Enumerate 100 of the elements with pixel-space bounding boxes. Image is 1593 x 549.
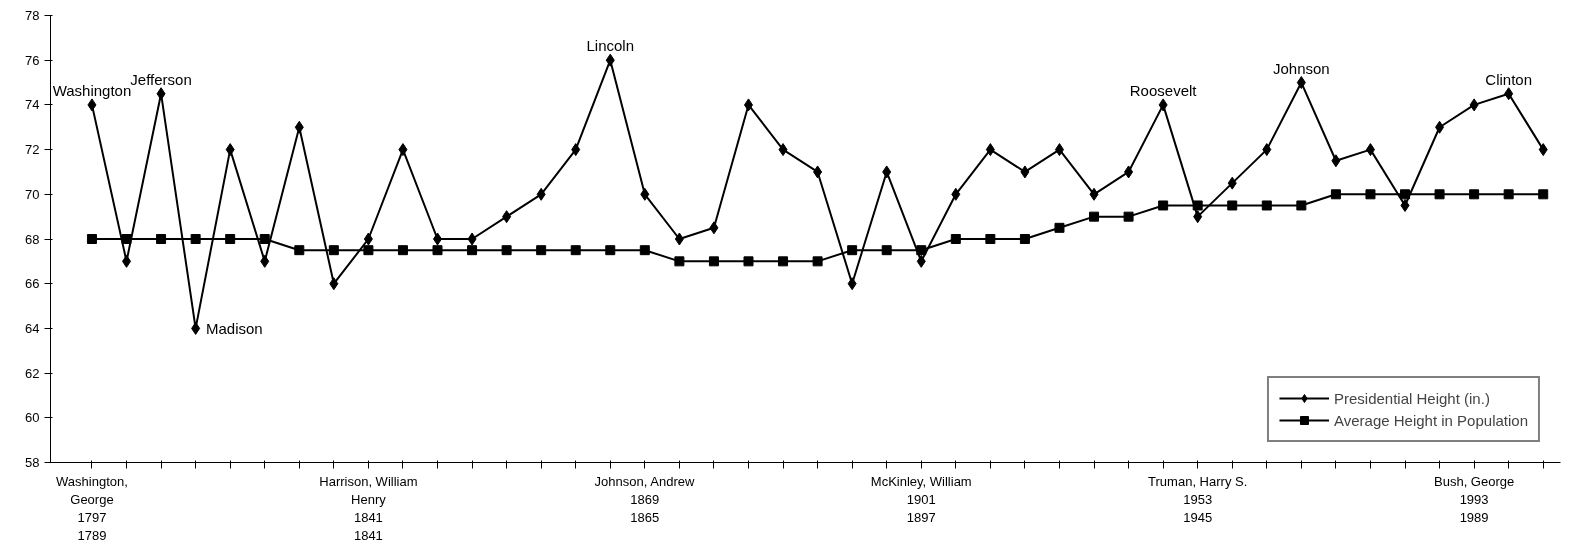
point bbox=[501, 245, 512, 256]
point bbox=[1435, 120, 1445, 134]
point bbox=[1538, 143, 1548, 157]
x-tick-label: Bush, George 1993 1989 bbox=[1434, 473, 1515, 525]
y-tick-label: 60 bbox=[25, 410, 40, 426]
point bbox=[1400, 198, 1410, 212]
point bbox=[1123, 211, 1134, 222]
point bbox=[778, 256, 789, 267]
point bbox=[1400, 189, 1411, 200]
point bbox=[674, 256, 685, 267]
point bbox=[363, 232, 373, 246]
point bbox=[432, 245, 443, 256]
point bbox=[1330, 189, 1341, 200]
point bbox=[1227, 200, 1238, 211]
point bbox=[1262, 143, 1272, 157]
point bbox=[1158, 200, 1169, 211]
point bbox=[87, 98, 97, 112]
point bbox=[571, 143, 581, 157]
point bbox=[882, 165, 892, 179]
point bbox=[86, 234, 97, 244]
point bbox=[605, 53, 615, 67]
point bbox=[743, 98, 753, 112]
point bbox=[398, 143, 408, 157]
point bbox=[743, 256, 754, 267]
point bbox=[536, 187, 546, 201]
point bbox=[1089, 187, 1099, 201]
point bbox=[674, 232, 684, 246]
point bbox=[1469, 98, 1479, 112]
point bbox=[1227, 176, 1237, 190]
point bbox=[847, 277, 857, 291]
y-tick-label: 62 bbox=[25, 365, 40, 381]
point bbox=[467, 245, 478, 256]
x-tick-label: Johnson, Andrew 1869 1865 bbox=[594, 473, 695, 525]
point bbox=[813, 165, 823, 179]
point bbox=[260, 254, 270, 268]
point bbox=[190, 234, 201, 244]
y-tick-label: 74 bbox=[25, 97, 40, 113]
point bbox=[1261, 200, 1272, 211]
point bbox=[985, 143, 995, 157]
point bbox=[259, 234, 270, 244]
point bbox=[916, 245, 927, 256]
point bbox=[1019, 234, 1030, 244]
point bbox=[1089, 211, 1100, 222]
point bbox=[156, 87, 166, 101]
point bbox=[985, 234, 996, 244]
data-label: Jefferson bbox=[130, 70, 192, 88]
point bbox=[605, 245, 616, 256]
point bbox=[1296, 76, 1306, 90]
point bbox=[1365, 143, 1375, 157]
point bbox=[328, 245, 339, 256]
point bbox=[156, 234, 167, 244]
point bbox=[951, 187, 961, 201]
y-tick-label: 58 bbox=[25, 455, 40, 470]
point bbox=[1124, 165, 1134, 179]
point bbox=[294, 120, 304, 134]
y-tick-label: 68 bbox=[25, 231, 40, 247]
point bbox=[1054, 143, 1064, 157]
point bbox=[121, 234, 132, 244]
point bbox=[1192, 200, 1203, 211]
data-label: Clinton bbox=[1485, 70, 1533, 88]
point bbox=[225, 234, 236, 244]
data-label: Madison bbox=[205, 319, 263, 337]
y-tick-label: 66 bbox=[25, 276, 40, 292]
point bbox=[1538, 189, 1549, 200]
point bbox=[536, 245, 547, 256]
point bbox=[225, 143, 235, 157]
point bbox=[709, 221, 719, 235]
point bbox=[950, 234, 961, 244]
y-tick-label: 64 bbox=[25, 320, 40, 336]
point bbox=[639, 245, 650, 256]
point bbox=[1365, 189, 1376, 200]
point bbox=[640, 187, 650, 201]
point bbox=[1193, 210, 1203, 224]
point bbox=[1296, 200, 1307, 211]
legend-label: Average Height in Population bbox=[1333, 411, 1528, 429]
point bbox=[1503, 189, 1514, 200]
data-label: Johnson bbox=[1272, 59, 1330, 77]
point bbox=[1331, 154, 1341, 168]
point bbox=[570, 245, 581, 256]
y-tick-label: 76 bbox=[25, 52, 40, 68]
point bbox=[1504, 87, 1514, 101]
point bbox=[1020, 165, 1030, 179]
point bbox=[812, 256, 823, 267]
point bbox=[467, 232, 477, 246]
x-tick-label: McKinley, William 1901 1897 bbox=[870, 473, 972, 525]
point bbox=[122, 254, 132, 268]
point bbox=[916, 254, 926, 268]
point bbox=[1158, 98, 1168, 112]
y-tick-label: 72 bbox=[25, 142, 40, 158]
point bbox=[847, 245, 858, 256]
point bbox=[881, 245, 892, 256]
point bbox=[329, 277, 339, 291]
x-tick-label: Washington, George 1797 1789 bbox=[56, 473, 128, 543]
data-label: Lincoln bbox=[586, 37, 635, 55]
point bbox=[294, 245, 305, 256]
x-tick-label: Harrison, William Henry 1841 1841 bbox=[319, 473, 418, 543]
legend-label: Presidential Height (in.) bbox=[1333, 389, 1490, 407]
point bbox=[363, 245, 374, 256]
point bbox=[397, 245, 408, 256]
point bbox=[1054, 222, 1065, 233]
